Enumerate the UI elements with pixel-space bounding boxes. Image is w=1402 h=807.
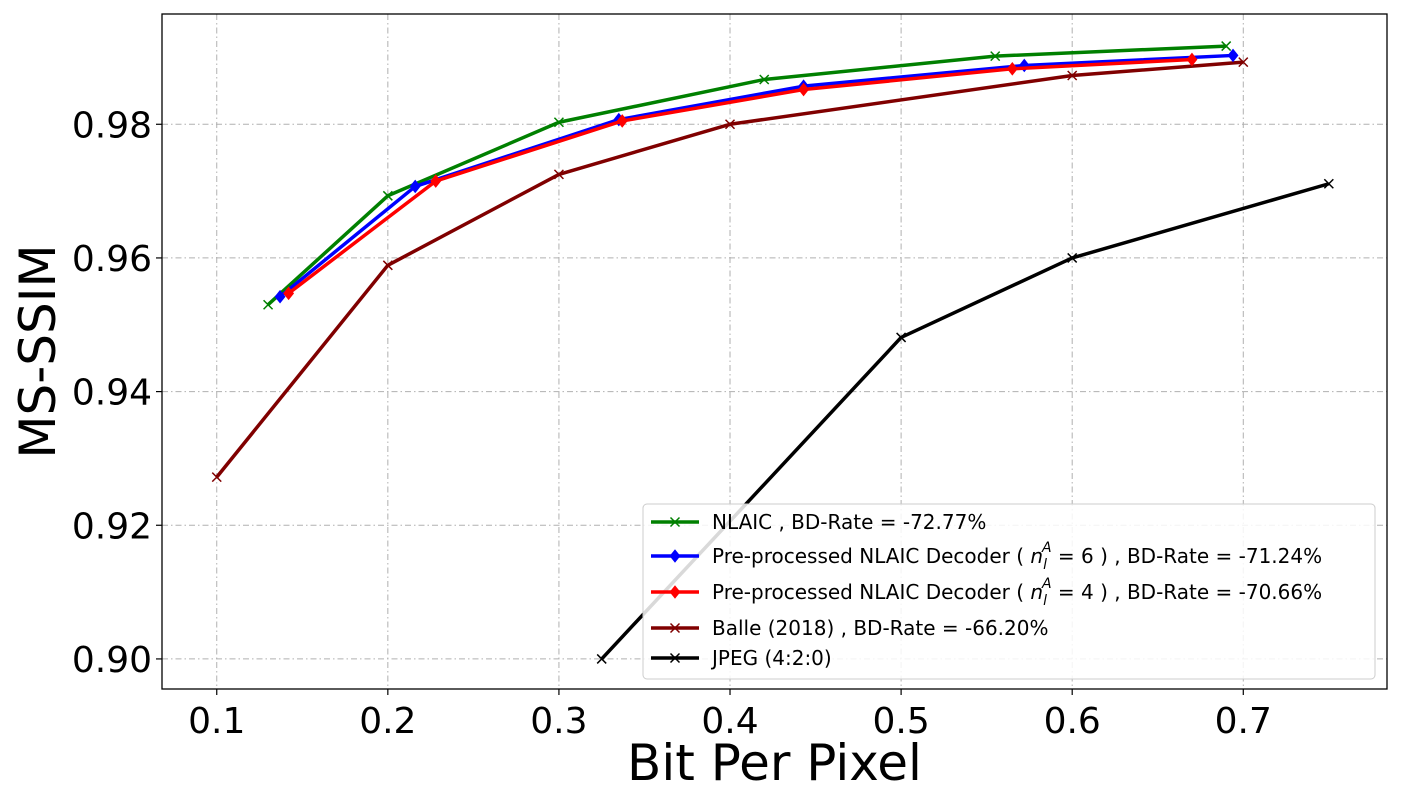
ticks: 0.1 0.2 0.3 0.4 0.5 0.6 0.7 0.90 0.92 0.94 0.96 0.9… bbox=[72, 105, 1272, 742]
data-point-marker bbox=[669, 622, 681, 634]
data-point-marker bbox=[263, 299, 274, 310]
x-tick-label: 0.5 bbox=[872, 701, 929, 742]
data-point-marker bbox=[430, 174, 442, 188]
series-group bbox=[263, 41, 1232, 310]
data-point-marker bbox=[1221, 41, 1232, 52]
data-point-marker bbox=[669, 549, 681, 563]
y-tick-label: 0.90 bbox=[72, 640, 152, 681]
data-point-marker bbox=[990, 51, 1001, 62]
y-tick-label: 0.98 bbox=[72, 105, 152, 146]
data-point-marker bbox=[759, 74, 770, 85]
data-point-marker bbox=[382, 190, 393, 201]
legend: NLAIC , BD-Rate = -72.77% Pre-processed N… bbox=[642, 503, 1376, 680]
series-line bbox=[266, 44, 1227, 307]
data-point-marker bbox=[1067, 70, 1078, 81]
data-point-marker bbox=[596, 653, 607, 664]
legend-entry: Pre-processed NLAIC Decoder ( nlA = 4 ) … bbox=[651, 576, 1322, 609]
plot-frame bbox=[161, 13, 1388, 690]
series-line bbox=[287, 57, 1193, 295]
grid bbox=[162, 14, 1387, 689]
legend-entry: Pre-processed NLAIC Decoder ( nlA = 6 ) … bbox=[651, 540, 1322, 573]
legend-label: JPEG (4:2:0) bbox=[710, 646, 832, 670]
legend-label: Pre-processed NLAIC Decoder ( nlA = 4 ) … bbox=[712, 576, 1322, 609]
data-point-marker bbox=[382, 260, 393, 271]
y-tick-label: 0.96 bbox=[72, 239, 152, 280]
x-tick-label: 0.3 bbox=[530, 701, 587, 742]
data-point-marker bbox=[211, 472, 222, 483]
x-tick-label: 0.2 bbox=[359, 701, 416, 742]
series-group bbox=[596, 178, 1334, 664]
series-line bbox=[600, 182, 1330, 661]
data-point-marker bbox=[1186, 52, 1198, 67]
series-lines bbox=[211, 41, 1334, 664]
series-line bbox=[278, 53, 1234, 299]
data-point-marker bbox=[1006, 62, 1018, 76]
series-line bbox=[215, 60, 1244, 479]
data-point-marker bbox=[669, 652, 681, 664]
data-point-marker bbox=[553, 117, 564, 128]
x-tick-label: 0.1 bbox=[188, 701, 245, 742]
legend-label: Balle (2018) , BD-Rate = -66.20% bbox=[712, 616, 1048, 640]
x-axis-title: Bit Per Pixel bbox=[627, 734, 922, 792]
y-tick-label: 0.94 bbox=[72, 373, 152, 414]
x-tick-label: 0.7 bbox=[1215, 701, 1272, 742]
data-point-marker bbox=[896, 332, 907, 343]
legend-entry: NLAIC , BD-Rate = -72.77% bbox=[651, 510, 986, 534]
legend-label: Pre-processed NLAIC Decoder ( nlA = 6 ) … bbox=[712, 540, 1322, 573]
data-point-marker bbox=[1227, 48, 1239, 63]
y-tick-label: 0.92 bbox=[72, 506, 152, 547]
legend-entry: JPEG (4:2:0) bbox=[651, 646, 832, 670]
series-group bbox=[283, 52, 1198, 301]
legend-entry: Balle (2018) , BD-Rate = -66.20% bbox=[651, 616, 1048, 640]
legend-box bbox=[642, 503, 1376, 680]
x-tick-label: 0.6 bbox=[1044, 701, 1101, 742]
data-point-marker bbox=[1067, 252, 1078, 263]
x-tick-label: 0.4 bbox=[701, 701, 758, 742]
data-point-marker bbox=[274, 289, 286, 304]
y-axis-title: MS-SSIM bbox=[9, 244, 67, 458]
data-point-marker bbox=[283, 286, 295, 301]
data-point-marker bbox=[1323, 178, 1334, 189]
data-point-marker bbox=[616, 114, 628, 128]
data-point-marker bbox=[669, 516, 681, 528]
data-point-marker bbox=[553, 169, 564, 180]
data-point-marker bbox=[798, 82, 810, 97]
data-point-marker bbox=[669, 585, 681, 599]
data-point-marker bbox=[1238, 57, 1249, 68]
data-point-marker bbox=[724, 119, 736, 130]
data-point-marker bbox=[409, 179, 421, 194]
series-group bbox=[211, 57, 1249, 483]
legend-label: NLAIC , BD-Rate = -72.77% bbox=[712, 510, 986, 534]
